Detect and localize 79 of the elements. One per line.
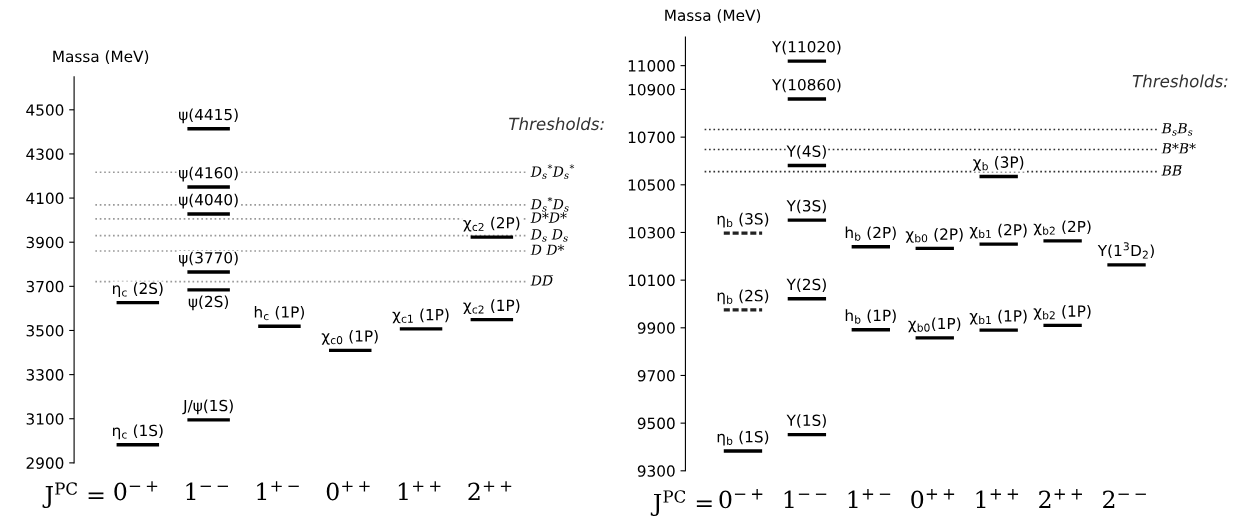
ref-line-label: B$_{s}$B$_{s}$ [1161,123,1193,136]
annotation: χ$_{b0}$(1P) [908,317,961,333]
annotation: χ$_{c0}$ (1P) [321,329,378,345]
x-tick-label: 2$^{++}$ [468,481,512,501]
x-axis-title: J$^{PC}$ = [650,490,712,517]
annotation: χ$_{b1}$ (2P) [969,223,1027,239]
y-tick-label: 3900 [26,236,64,249]
annotation: Υ(11020) [771,40,841,55]
y-tick-label: 2900 [26,457,64,469]
ref-line-label: D$_{s}$$^{*}$D$_{s}$$^{*}$ [530,164,575,179]
ref-line-label: BB̅ [1161,165,1183,176]
annotation: χ$_{c2}$ (2P) [463,216,520,232]
annotation: Υ(2S) [786,278,826,293]
annotation: ψ(4415) [179,108,238,124]
annotation: Υ(10860) [771,78,841,93]
ref-line-label: D$_{s}$ D$_{s}$ [530,229,568,242]
y-tick-label: 3300 [26,369,64,381]
y-tick-label: 9300 [637,465,675,477]
annotation: Υ(3S) [786,199,826,214]
ref-line-label: B*B* [1161,143,1196,154]
annotation: Thresholds: [509,117,604,131]
x-tick-label: 0$^{++}$ [326,481,370,501]
annotation: ψ(4040) [179,193,238,209]
annotation: η$_{c}$ (1S) [113,424,163,440]
annotation: χ$_{c2}$ (1P) [463,299,520,315]
y-tick-label: 9500 [637,417,675,430]
y-axis-title: Massa (MeV) [53,50,149,64]
y-tick-label: 4500 [26,104,64,116]
annotation: Υ(4S) [786,145,826,159]
ref-line-label: D D* [530,244,565,255]
annotation: η$_{b}$ (3S) [717,212,769,228]
y-tick-label: 3500 [26,324,64,337]
x-tick-label: 1$^{++}$ [976,489,1019,509]
x-tick-label: 2$^{−−}$ [1103,490,1146,509]
annotation: η$_{b}$ (2S) [717,289,769,305]
annotation: χ$_{b2}$ (1P) [1033,305,1091,320]
annotation: Thresholds: [1132,74,1228,88]
x-tick-label: 1$^{−−}$ [784,490,827,509]
y-tick-label: 10900 [628,83,675,96]
y-tick-label: 10500 [628,179,675,191]
annotation: χ$_{c1}$ (1P) [392,308,449,324]
annotation: ψ(2S) [188,295,229,311]
y-tick-label: 3700 [26,280,64,293]
x-tick-label: 2$^{++}$ [1039,489,1082,509]
x-tick-label: 1$^{+−}$ [257,481,299,501]
ref-line-label: D*D* [530,212,567,223]
y-tick-label: 9900 [637,322,675,334]
annotation: η$_{b}$ (1S) [717,430,769,446]
x-tick-label: 0$^{−+}$ [719,489,763,509]
annotation: η$_{c}$ (2S) [113,282,163,298]
x-tick-label: 1$^{++}$ [398,481,441,501]
y-tick-label: 9700 [637,369,675,382]
y-tick-label: 11000 [628,60,675,72]
y-axis-title: Massa (MeV) [665,9,761,23]
y-tick-label: 10300 [628,226,675,239]
annotation: h$_{b}$ (2P) [845,226,896,241]
annotation: Υ(1S) [786,414,826,428]
annotation: χ$_{b}$ (3P) [973,156,1024,171]
x-tick-label: 1$^{+−}$ [848,489,891,509]
ref-line-label: D$_{s}$$^{*}$D$_{s}$ [530,197,569,212]
annotation: χ$_{b2}$ (2P) [1033,220,1091,236]
x-axis-title: J$^{PC}$ = [42,482,104,509]
annotation: h$_{c}$ (1P) [254,305,304,321]
x-tick-label: 0$^{−+}$ [114,481,158,501]
annotation: χ$_{b0}$ (2P) [905,228,963,243]
y-tick-label: 10100 [628,274,675,287]
annotation: ψ(4160) [179,166,238,182]
annotation: ψ(3770) [179,251,238,267]
x-tick-label: 1$^{−−}$ [186,482,229,501]
ref-line-label: DD̅ [530,275,554,286]
y-tick-label: 4100 [26,192,64,205]
x-tick-label: 0$^{++}$ [911,489,955,509]
annotation: J/ψ(1S) [182,399,233,415]
annotation: h$_{b}$ (1P) [845,309,896,324]
annotation: Υ(1$^{3}$D$_{2}$) [1097,242,1154,259]
annotation: χ$_{b1}$ (1P) [969,309,1027,325]
y-tick-label: 10700 [628,131,675,144]
y-tick-label: 4300 [26,148,64,160]
y-tick-label: 3100 [26,413,64,425]
